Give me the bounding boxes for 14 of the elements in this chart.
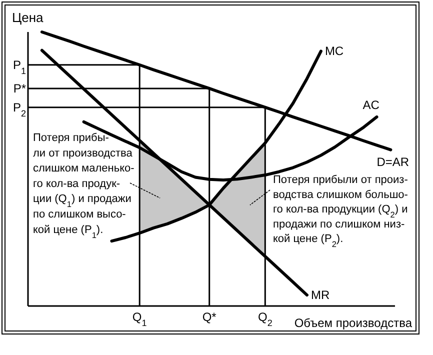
ref-line-label: P*: [13, 81, 26, 96]
series-label: MC: [324, 44, 344, 58]
x-axis-title: Объем производства: [294, 316, 412, 330]
text: Потеря прибы- ли от производства слишком маленько- го кол-ва продук- ции (Q$_{1}$) и продажи по слишком высо- кой цене (P$_{1}$).: [33, 132, 134, 240]
series-label: D=AR: [376, 154, 410, 169]
x-tick-label: Q$_{1}$: [132, 310, 147, 328]
series-label: AC: [362, 98, 380, 112]
series-label: MR: [311, 288, 330, 302]
text: Потеря прибыли от произ- водства слишком большо- го кол-ва продукции (Q$_{2}$) и продажи по слишком низ- кой цене (P$_{2}$).: [273, 174, 408, 249]
x-tick-label: Q*: [202, 310, 217, 324]
ref-line-label: P$_{1}$: [12, 58, 26, 76]
x-tick-label: Q$_{2}$: [258, 310, 272, 328]
ref-line-label: P$_{2}$: [12, 100, 26, 118]
y-axis-title: Цена: [12, 10, 44, 25]
